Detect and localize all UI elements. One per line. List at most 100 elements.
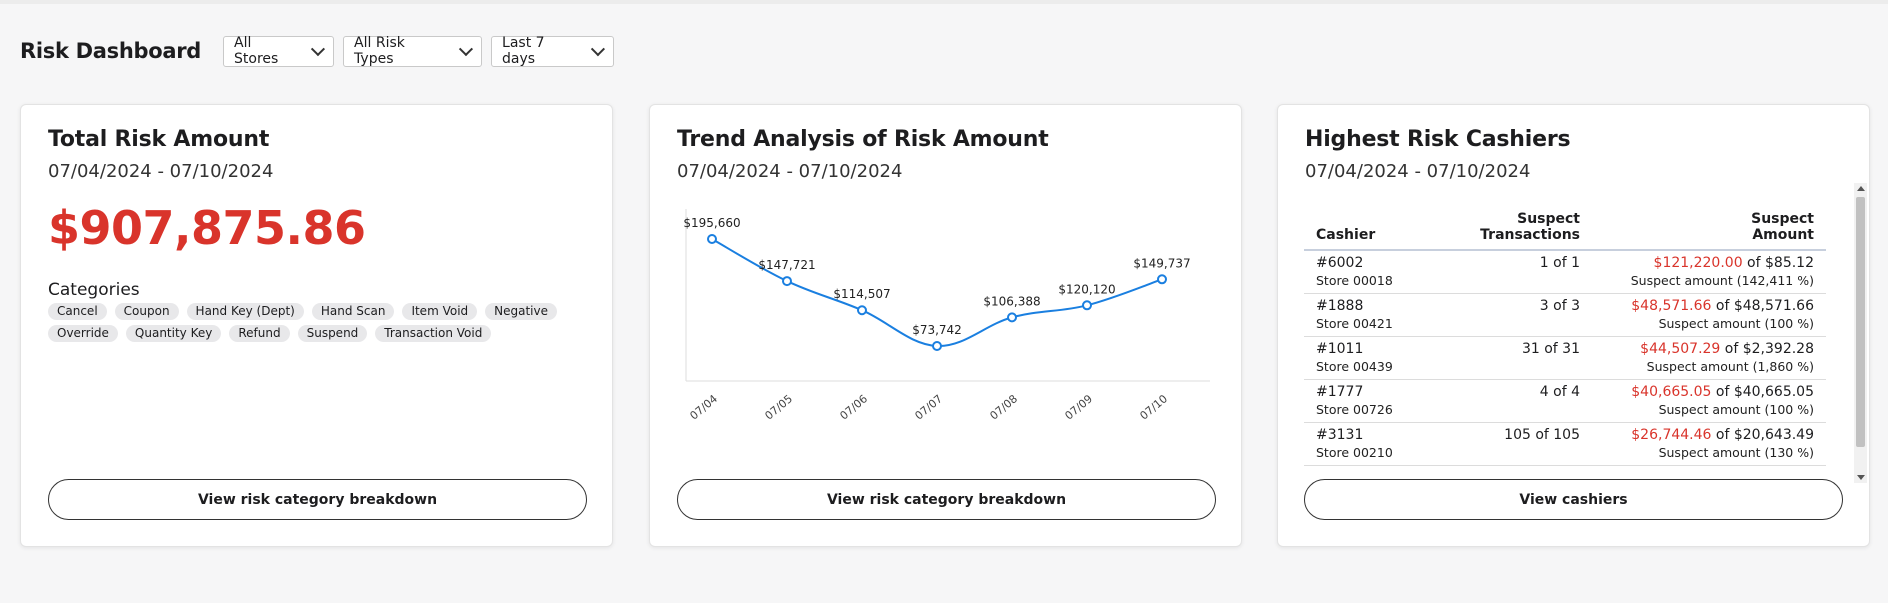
store-filter-dropdown[interactable]: All Stores bbox=[223, 35, 335, 67]
total-risk-card: Total Risk Amount 07/04/2024 - 07/10/202… bbox=[20, 104, 613, 547]
cashier-id: #1011 bbox=[1316, 341, 1364, 357]
store-filter-label: All Stores bbox=[234, 35, 279, 67]
suspect-amount: $48,571.66 bbox=[1631, 298, 1712, 314]
date-range-filter-dropdown[interactable]: Last 7 days bbox=[491, 35, 615, 67]
data-point[interactable] bbox=[932, 341, 942, 351]
total-risk-amount: $907,875.86 bbox=[48, 201, 366, 255]
category-chip: Item Void bbox=[402, 303, 478, 320]
category-chip: Refund bbox=[229, 325, 290, 342]
data-point[interactable] bbox=[1082, 300, 1092, 311]
suspect-amount: $26,744.46 bbox=[1631, 427, 1712, 443]
card-title: Trend Analysis of Risk Amount bbox=[677, 127, 1049, 152]
view-risk-category-breakdown-button[interactable]: View risk category breakdown bbox=[677, 479, 1216, 520]
suspect-percent: Suspect amount (100 %) bbox=[1658, 316, 1814, 331]
x-tick-label: 07/06 bbox=[837, 392, 870, 422]
risk-type-filter-dropdown[interactable]: All Risk Types bbox=[343, 35, 483, 67]
suspect-percent: Suspect amount (142,411 %) bbox=[1630, 273, 1814, 288]
data-label: $106,388 bbox=[983, 294, 1040, 308]
data-point[interactable] bbox=[1157, 274, 1167, 285]
cashier-id: #1888 bbox=[1316, 298, 1364, 314]
data-label: $149,737 bbox=[1133, 256, 1190, 270]
scroll-down-arrow-icon[interactable] bbox=[1857, 475, 1865, 480]
data-point[interactable] bbox=[782, 276, 792, 287]
data-label: $120,120 bbox=[1058, 282, 1115, 296]
cashier-cell: #1011 Store 00439 bbox=[1304, 336, 1438, 380]
total-amount: of $20,643.49 bbox=[1711, 427, 1814, 443]
card-date-range: 07/04/2024 - 07/10/2024 bbox=[48, 161, 274, 182]
amount-cell: $48,571.66 of $48,571.66 Suspect amount (… bbox=[1592, 293, 1826, 337]
cashier-store: Store 00421 bbox=[1316, 316, 1393, 331]
table-scrollbar[interactable] bbox=[1854, 183, 1867, 483]
card-date-range: 07/04/2024 - 07/10/2024 bbox=[1305, 161, 1531, 182]
cashier-id: #3131 bbox=[1316, 427, 1364, 443]
page-title: Risk Dashboard bbox=[20, 39, 202, 63]
table-row[interactable]: #1777 Store 00726 4 of 4 $40,665.05 of $4… bbox=[1304, 379, 1826, 423]
card-title: Highest Risk Cashiers bbox=[1305, 127, 1571, 152]
chevron-down-icon bbox=[311, 41, 326, 56]
transactions-cell: 1 of 1 bbox=[1438, 250, 1592, 294]
category-chips: Cancel Coupon Hand Key (Dept) Hand Scan … bbox=[48, 301, 568, 345]
cashier-store: Store 00439 bbox=[1316, 359, 1393, 374]
table-row[interactable]: #3131 Store 00210 105 of 105 $26,744.46 o… bbox=[1304, 422, 1826, 466]
card-title: Total Risk Amount bbox=[48, 127, 270, 152]
highest-risk-cashiers-card: Highest Risk Cashiers 07/04/2024 - 07/10… bbox=[1277, 104, 1870, 547]
total-amount: of $48,571.66 bbox=[1711, 298, 1814, 314]
x-tick-label: 07/09 bbox=[1062, 392, 1095, 422]
header-bar: Risk Dashboard All Stores All Risk Types… bbox=[20, 34, 623, 68]
suspect-amount: $121,220.00 bbox=[1653, 255, 1743, 271]
x-tick-label: 07/05 bbox=[762, 392, 795, 422]
x-tick-label: 07/07 bbox=[912, 392, 945, 422]
x-tick-label: 07/10 bbox=[1137, 392, 1170, 422]
data-point[interactable] bbox=[1007, 312, 1017, 323]
suspect-amount: $40,665.05 bbox=[1631, 384, 1712, 400]
transactions-cell: 105 of 105 bbox=[1438, 422, 1592, 466]
scroll-up-arrow-icon[interactable] bbox=[1857, 186, 1865, 191]
suspect-amount: $44,507.29 bbox=[1640, 341, 1721, 357]
categories-label: Categories bbox=[48, 280, 140, 300]
view-risk-category-breakdown-button[interactable]: View risk category breakdown bbox=[48, 479, 587, 520]
category-chip: Coupon bbox=[114, 303, 179, 320]
trend-line-chart: $195,660 07/04 $147,721 07/05 $114,507 07/06 $… bbox=[683, 209, 1210, 422]
total-amount: of $85.12 bbox=[1742, 255, 1814, 271]
cashier-cell: #1777 Store 00726 bbox=[1304, 379, 1438, 423]
date-range-filter-label: Last 7 days bbox=[502, 35, 545, 67]
category-chip: Hand Key (Dept) bbox=[186, 303, 304, 320]
total-amount: of $2,392.28 bbox=[1720, 341, 1814, 357]
card-date-range: 07/04/2024 - 07/10/2024 bbox=[677, 161, 903, 182]
amount-cell: $44,507.29 of $2,392.28 Suspect amount (1… bbox=[1592, 336, 1826, 380]
cashier-store: Store 00210 bbox=[1316, 445, 1393, 460]
category-chip: Override bbox=[48, 325, 118, 342]
data-label: $195,660 bbox=[683, 216, 740, 230]
category-chip: Negative bbox=[485, 303, 557, 320]
x-tick-label: 07/04 bbox=[687, 392, 720, 422]
view-cashiers-button[interactable]: View cashiers bbox=[1304, 479, 1843, 520]
transactions-cell: 31 of 31 bbox=[1438, 336, 1592, 380]
suspect-percent: Suspect amount (100 %) bbox=[1658, 402, 1814, 417]
cashier-id: #6002 bbox=[1316, 255, 1364, 271]
table-row[interactable]: #1888 Store 00421 3 of 3 $48,571.66 of $4… bbox=[1304, 293, 1826, 337]
data-point[interactable] bbox=[857, 305, 867, 316]
cashier-store: Store 00726 bbox=[1316, 402, 1393, 417]
amount-cell: $40,665.05 of $40,665.05 Suspect amount (… bbox=[1592, 379, 1826, 423]
trend-analysis-card: Trend Analysis of Risk Amount 07/04/2024… bbox=[649, 104, 1242, 547]
column-header-cashier: Cashier bbox=[1304, 211, 1438, 251]
x-tick-label: 07/08 bbox=[987, 392, 1020, 422]
category-chip: Quantity Key bbox=[125, 325, 222, 342]
cashier-cell: #6002 Store 00018 bbox=[1304, 250, 1438, 294]
table-row[interactable]: #1011 Store 00439 31 of 31 $44,507.29 of … bbox=[1304, 336, 1826, 380]
cashiers-table-scroll-area[interactable]: Cashier Suspect Transactions Suspect Amoun… bbox=[1304, 183, 1844, 483]
category-chip: Hand Scan bbox=[311, 303, 395, 320]
transactions-cell: 4 of 4 bbox=[1438, 379, 1592, 423]
chevron-down-icon bbox=[591, 41, 606, 56]
table-header-row: Cashier Suspect Transactions Suspect Amoun… bbox=[1304, 211, 1826, 251]
category-chip: Cancel bbox=[48, 303, 107, 320]
column-header-suspect-amount: Suspect Amount bbox=[1592, 211, 1826, 251]
column-header-suspect-transactions: Suspect Transactions bbox=[1438, 211, 1592, 251]
data-label: $147,721 bbox=[758, 258, 815, 272]
cashiers-table: Cashier Suspect Transactions Suspect Amoun… bbox=[1304, 211, 1826, 466]
data-point[interactable] bbox=[707, 234, 717, 244]
scrollbar-thumb[interactable] bbox=[1856, 197, 1865, 447]
table-row[interactable]: #6002 Store 00018 1 of 1 $121,220.00 of $… bbox=[1304, 250, 1826, 294]
top-border bbox=[0, 0, 1888, 4]
data-label: $73,742 bbox=[912, 323, 962, 337]
